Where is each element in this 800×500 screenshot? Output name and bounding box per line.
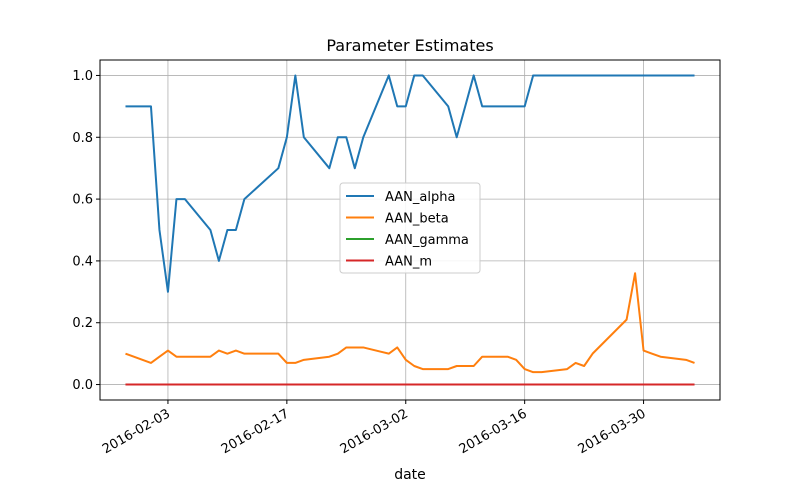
y-tick-label: 1.0 [72,69,93,84]
series-line-aan-alpha [125,74,695,293]
chart-title: Parameter Estimates [326,36,493,55]
legend-label: AAN_gamma [385,233,469,248]
series-line-aan-beta [125,272,695,374]
y-tick-label: 0.8 [72,131,93,146]
plot-frame [99,59,721,401]
legend-box [339,182,481,274]
legend-label: AAN_m [385,255,432,270]
legend-label: AAN_alpha [385,190,455,205]
y-tick-label: 0.4 [72,254,93,269]
legend-label: AAN_beta [385,212,449,227]
x-axis-label: date [394,467,426,483]
legend: AAN_alpha AAN_beta AAN_gamma AAN_m [339,182,481,274]
y-tick-label: 0.6 [72,193,93,208]
y-axis-ticks: 0.0 0.2 0.4 0.6 0.8 1.0 [72,69,100,393]
y-tick-label: 0.0 [72,378,93,393]
series-lines [125,74,695,386]
y-tick-label: 0.2 [72,316,93,331]
